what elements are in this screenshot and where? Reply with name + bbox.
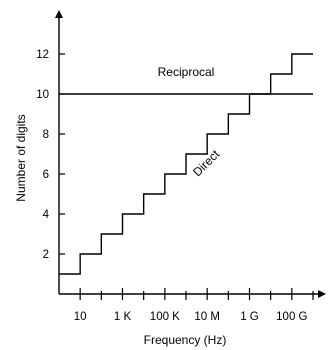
y-axis-title: Number of digits — [14, 114, 28, 201]
x-tick-label-5: 100 G — [276, 311, 307, 323]
series-label-reciprocal: Reciprocal — [158, 65, 215, 79]
x-tick-label-1: 1 K — [114, 311, 132, 323]
y-tick-label-8: 8 — [43, 129, 49, 141]
x-ticks: 10 1 K 100 K 10 M 1 G 100 G — [74, 288, 314, 323]
y-tick-label-6: 6 — [43, 169, 49, 181]
y-ticks: 2 4 6 8 10 12 — [36, 49, 65, 261]
x-tick-label-3: 10 M — [194, 311, 220, 323]
series-line-direct — [59, 53, 313, 275]
series-layer — [59, 53, 313, 275]
series-label-direct: Direct — [190, 147, 223, 180]
y-tick-label-12: 12 — [36, 49, 49, 61]
x-tick-label-2: 100 K — [150, 311, 180, 323]
y-tick-label-2: 2 — [43, 249, 49, 261]
y-tick-label-10: 10 — [36, 89, 49, 101]
x-tick-label-0: 10 — [74, 311, 87, 323]
x-axis-title: Frequency (Hz) — [144, 333, 227, 347]
y-tick-label-4: 4 — [43, 209, 50, 221]
x-tick-label-4: 1 G — [240, 311, 259, 323]
